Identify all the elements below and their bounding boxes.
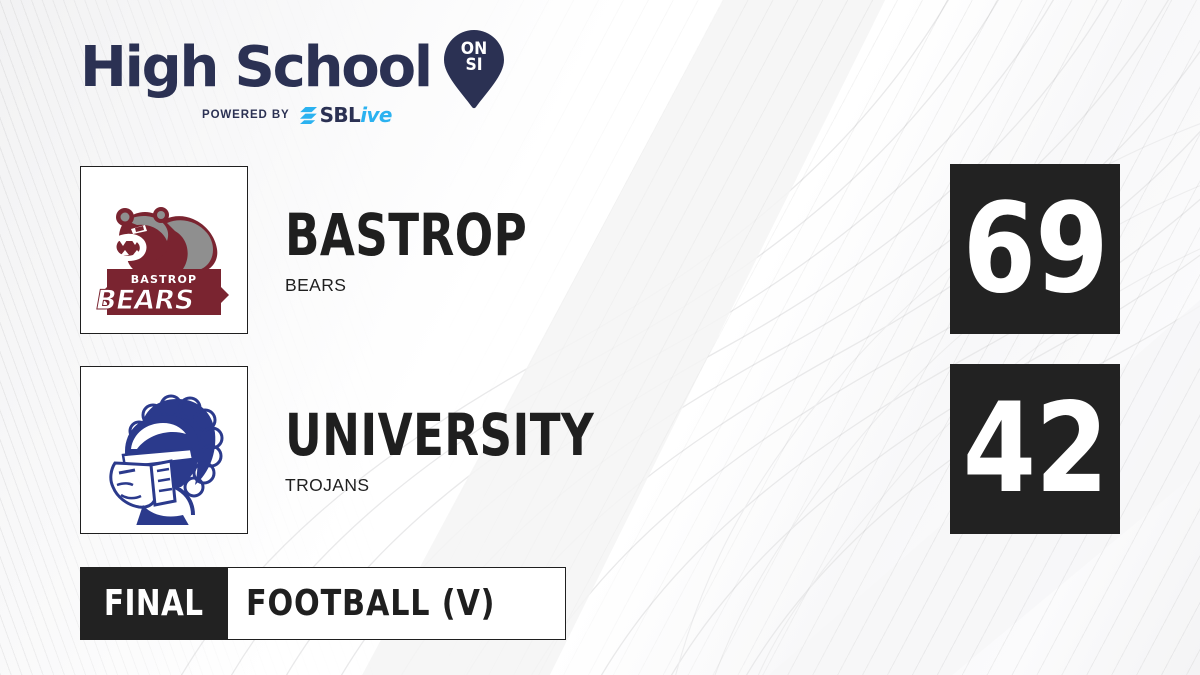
sblive-s-mark-icon [299, 106, 318, 125]
team-text-university: UNIVERSITY TROJANS [285, 405, 1200, 495]
powered-by-row: POWERED BY SBLive [202, 105, 550, 125]
game-status-bar: FINAL FOOTBALL (V) [80, 567, 566, 640]
team-text-bastrop: BASTROP BEARS [285, 205, 1200, 295]
pin-line-on: ON [460, 39, 488, 59]
sport-label-box: FOOTBALL (V) [228, 567, 566, 640]
sblive-logo: SBLive [299, 105, 392, 125]
on-si-pin-icon: ON SI [443, 29, 505, 109]
score-box-away: 42 [950, 364, 1120, 534]
team-name-home: BASTROP [285, 201, 528, 269]
status-badge: FINAL [80, 567, 228, 640]
status-badge-label: FINAL [104, 582, 204, 624]
svg-text:BEARS: BEARS [93, 285, 196, 316]
on-si-pin-label: ON SI [445, 39, 502, 75]
team-row-away: UNIVERSITY TROJANS [80, 365, 1200, 535]
sblive-wordmark-blue: ive [360, 103, 392, 127]
score-value-home: 69 [962, 177, 1109, 321]
team-logo-tile-university [80, 366, 248, 534]
team-name-away: UNIVERSITY [285, 401, 595, 469]
score-value-away: 42 [962, 377, 1109, 521]
sport-label: FOOTBALL (V) [246, 582, 496, 624]
brand-wordmark-text: High School [80, 35, 433, 100]
team-row-home: BASTROP BEARS BASTROP BEARS [80, 165, 1200, 335]
brand-wordmark-row: High School ON SI [80, 30, 550, 109]
team-mascot-home: BEARS [285, 275, 347, 295]
sblive-wordmark-dark: SBL [319, 103, 361, 127]
svg-text:BASTROP: BASTROP [131, 273, 198, 286]
team-logo-tile-bastrop: BASTROP BEARS [80, 166, 248, 334]
pin-line-si: SI [465, 55, 483, 75]
powered-by-label: POWERED BY [202, 109, 290, 121]
sblive-wordmark: SBLive [319, 103, 393, 127]
team-mascot-away: TROJANS [285, 475, 370, 495]
brand-lockup: High School ON SI POWERED BY [80, 30, 550, 134]
score-box-home: 69 [950, 164, 1120, 334]
